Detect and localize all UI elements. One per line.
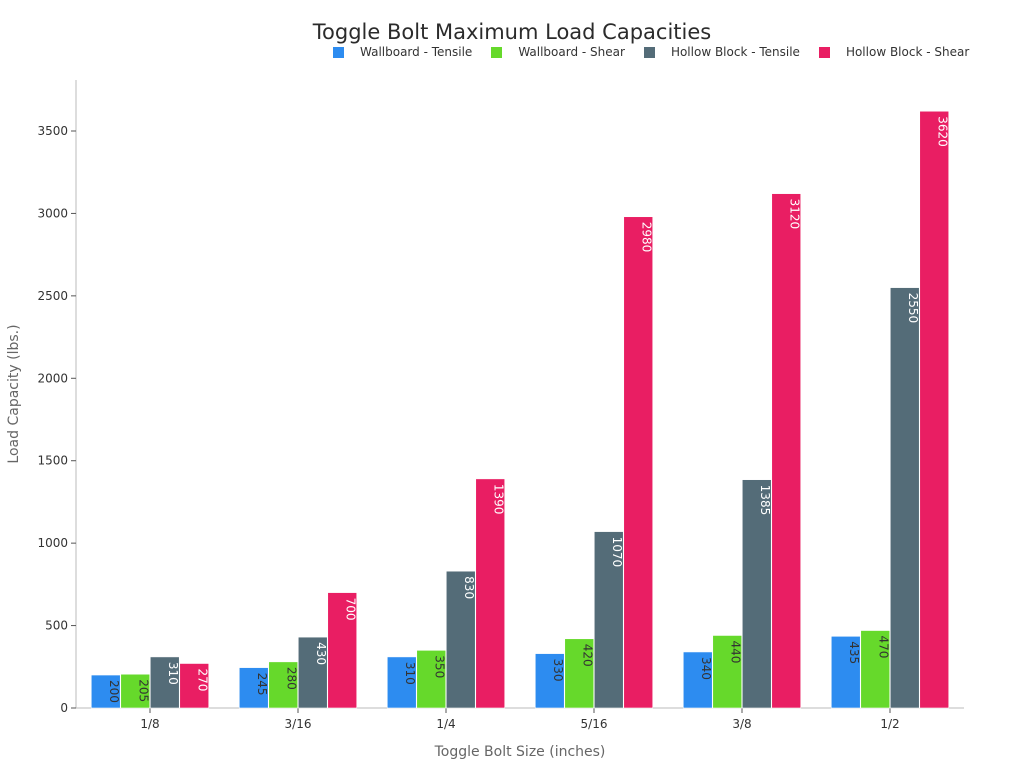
data-label: 200 bbox=[107, 680, 121, 703]
legend-item-hollow-block-shear[interactable]: Hollow Block - Shear bbox=[818, 45, 970, 59]
bar-wallboard-shear-3-16 bbox=[268, 661, 299, 709]
data-label: 245 bbox=[255, 673, 269, 696]
y-tick-label: 2000 bbox=[37, 371, 68, 385]
bar-wallboard-tensile-1-8 bbox=[90, 674, 121, 709]
legend-item-wallboard-shear[interactable]: Wallboard - Shear bbox=[491, 45, 625, 59]
x-axis-title: Toggle Bolt Size (inches) bbox=[434, 744, 606, 760]
legend-label: Hollow Block - Shear bbox=[845, 45, 970, 59]
legend: Wallboard - Tensile Wallboard - Shear Holl… bbox=[333, 45, 988, 59]
legend-swatch bbox=[333, 46, 344, 58]
y-tick-label: 1500 bbox=[37, 454, 68, 468]
x-tick-label-1-8: 1/8 bbox=[140, 717, 159, 731]
data-label: 280 bbox=[284, 667, 298, 690]
bar-hollow-block-tensile-1-4 bbox=[445, 570, 476, 709]
data-label: 435 bbox=[847, 641, 861, 664]
bar-wallboard-tensile-3-16 bbox=[238, 667, 269, 709]
bar-hollow-block-shear-1-8 bbox=[179, 663, 210, 709]
bar-wallboard-tensile-5-16 bbox=[534, 653, 565, 709]
chart-title: Toggle Bolt Maximum Load Capacities bbox=[0, 20, 1024, 44]
bar-hollow-block-shear-1-4 bbox=[475, 478, 506, 709]
bar-hollow-block-shear-3-8 bbox=[771, 193, 802, 709]
data-label: 205 bbox=[136, 679, 150, 702]
legend-swatch bbox=[818, 46, 830, 58]
data-label: 350 bbox=[432, 655, 446, 678]
data-label: 1070 bbox=[610, 537, 624, 568]
bar-hollow-block-tensile-5-16 bbox=[593, 531, 624, 709]
bar-wallboard-tensile-1-2 bbox=[830, 635, 861, 709]
data-label: 830 bbox=[462, 576, 476, 599]
bar-wallboard-shear-1-8 bbox=[120, 673, 151, 709]
bar-wallboard-shear-3-8 bbox=[712, 635, 743, 709]
data-label: 1390 bbox=[491, 484, 505, 515]
y-tick-label: 2500 bbox=[37, 289, 68, 303]
y-tick-label: 3000 bbox=[37, 206, 68, 220]
chart-title-text: Toggle Bolt Maximum Load Capacities bbox=[312, 20, 712, 44]
y-tick-label: 3500 bbox=[37, 124, 68, 138]
bar-hollow-block-tensile-1-8 bbox=[149, 656, 180, 709]
data-label: 3620 bbox=[935, 116, 949, 147]
x-tick-label-1-2: 1/2 bbox=[880, 717, 899, 731]
bar-wallboard-tensile-1-4 bbox=[386, 656, 417, 709]
bar-hollow-block-shear-1-2 bbox=[919, 110, 950, 709]
legend-swatch bbox=[643, 46, 655, 58]
legend-swatch bbox=[491, 46, 503, 58]
y-tick-label: 0 bbox=[60, 701, 68, 715]
x-tick-label-3-16: 3/16 bbox=[285, 717, 312, 731]
data-label: 3120 bbox=[787, 199, 801, 230]
data-label: 310 bbox=[403, 662, 417, 685]
y-tick-label: 500 bbox=[45, 619, 68, 633]
legend-item-wallboard-tensile[interactable]: Wallboard - Tensile bbox=[333, 45, 472, 59]
bar-hollow-block-shear-3-16 bbox=[327, 592, 358, 709]
bar-hollow-block-shear-5-16 bbox=[623, 216, 654, 709]
legend-label: Hollow Block - Tensile bbox=[670, 45, 800, 59]
data-label: 340 bbox=[699, 657, 713, 680]
data-label: 2550 bbox=[906, 293, 920, 324]
data-label: 330 bbox=[551, 659, 565, 682]
x-tick-label-1-4: 1/4 bbox=[436, 717, 455, 731]
data-label: 270 bbox=[195, 668, 209, 691]
bar-wallboard-tensile-3-8 bbox=[682, 651, 713, 709]
data-label: 420 bbox=[580, 644, 594, 667]
data-label: 310 bbox=[166, 662, 180, 685]
bar-hollow-block-tensile-1-2 bbox=[889, 287, 920, 709]
bar-wallboard-shear-1-4 bbox=[416, 649, 447, 709]
bar-hollow-block-tensile-3-16 bbox=[297, 636, 328, 709]
bar-wallboard-shear-5-16 bbox=[564, 638, 595, 709]
legend-label: Wallboard - Shear bbox=[518, 45, 625, 59]
y-axis-title: Load Capacity (lbs.) bbox=[6, 324, 22, 463]
data-label: 440 bbox=[728, 640, 742, 663]
x-tick-label-3-8: 3/8 bbox=[732, 717, 751, 731]
data-label: 2980 bbox=[639, 222, 653, 253]
legend-item-hollow-block-tensile[interactable]: Hollow Block - Tensile bbox=[643, 45, 800, 59]
bar-wallboard-shear-1-2 bbox=[860, 630, 891, 709]
data-label: 430 bbox=[314, 642, 328, 665]
bar-hollow-block-tensile-3-8 bbox=[741, 479, 772, 709]
x-tick-label-5-16: 5/16 bbox=[581, 717, 608, 731]
data-label: 1385 bbox=[758, 485, 772, 516]
data-label: 470 bbox=[876, 636, 890, 659]
data-label: 700 bbox=[343, 598, 357, 621]
y-tick-label: 1000 bbox=[37, 536, 68, 550]
legend-label: Wallboard - Tensile bbox=[360, 45, 473, 59]
